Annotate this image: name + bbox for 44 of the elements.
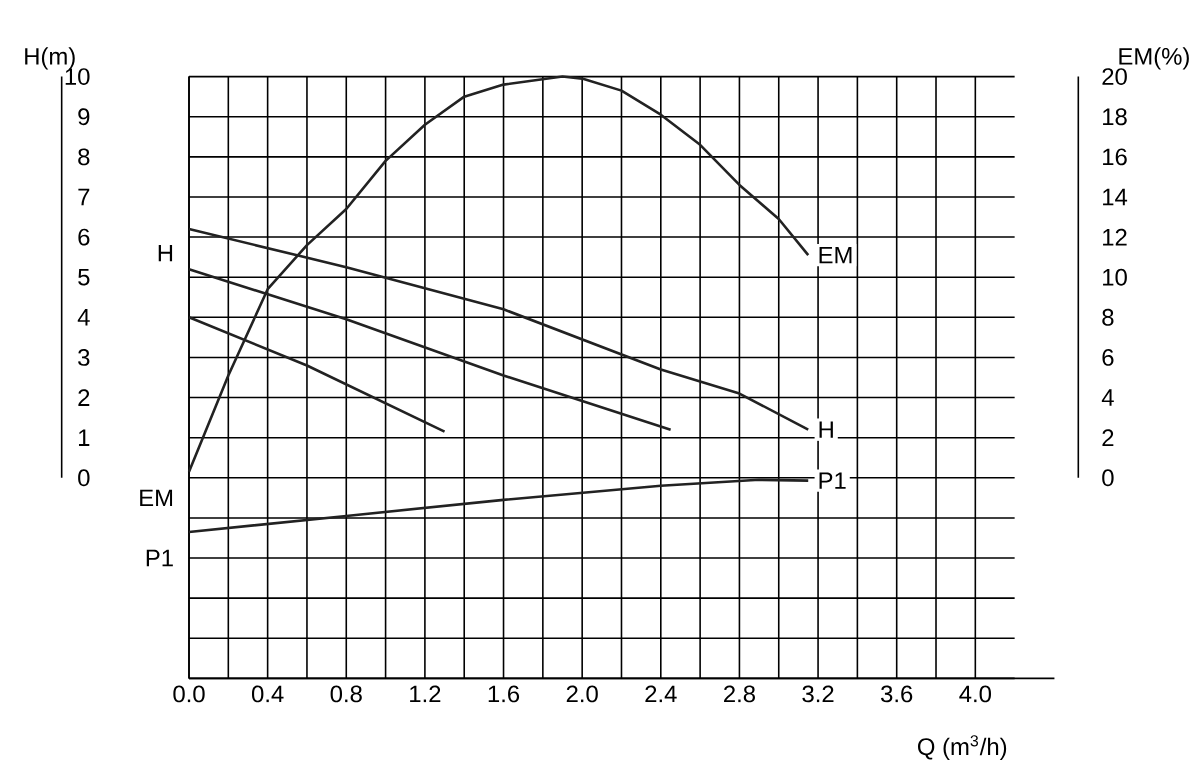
x-tick-label: 2.4 xyxy=(645,685,677,703)
y-tick-label: 8 xyxy=(78,148,90,166)
y-tick-label: 1 xyxy=(78,429,90,446)
y2-tick-label: 20 xyxy=(1102,68,1127,86)
y2-tick-label: 10 xyxy=(1103,268,1127,286)
line-series xyxy=(187,75,810,474)
x-tick-label: 1.6 xyxy=(488,685,520,703)
text: H xyxy=(158,244,173,262)
y2-tick-label: 18 xyxy=(1103,108,1127,126)
x-axis-title: Q (m$^{3}$/h) xyxy=(917,735,1007,760)
x-tick-label: 2.8 xyxy=(724,685,755,703)
y2-tick-label: 16 xyxy=(1103,148,1127,166)
y-tick-label: 3 xyxy=(78,349,90,366)
text: P1 xyxy=(146,549,173,567)
y2-tick-label: 4 xyxy=(1101,389,1114,406)
x-tick-label: 0.4 xyxy=(251,685,284,703)
x-tick-label: 0.0 xyxy=(173,685,205,703)
x-tick-label: 3.6 xyxy=(881,685,913,703)
y-tick-label: 10 xyxy=(65,68,90,86)
series-label: H xyxy=(819,421,833,438)
y2-tick-label: 2 xyxy=(1102,429,1114,447)
y2-tick-label: 6 xyxy=(1102,349,1114,366)
y2-tick-label: 0 xyxy=(1102,469,1114,487)
y-tick-label: 7 xyxy=(78,188,90,206)
x-tick-label: 1.2 xyxy=(410,685,441,703)
y2-tick-label: 14 xyxy=(1103,188,1128,206)
y-tick-label: 5 xyxy=(78,268,90,286)
y-tick-label: 6 xyxy=(78,228,90,246)
text: EM xyxy=(140,489,173,507)
x-tick-label: 2.0 xyxy=(566,685,598,703)
x-tick-label: 0.8 xyxy=(330,685,362,703)
x-tick-label: 4.0 xyxy=(959,685,991,703)
y2-tick-label: 8 xyxy=(1102,308,1114,326)
y2-axis-title: EM(%) xyxy=(1119,47,1189,70)
x-tick-label: 3.2 xyxy=(802,685,834,703)
y-tick-label: 2 xyxy=(78,389,90,406)
y-tick-label: 9 xyxy=(78,108,90,126)
y-tick-label: 0 xyxy=(78,469,90,487)
y-tick-label: 4 xyxy=(77,309,90,326)
line-series xyxy=(187,478,810,534)
series-label: EM xyxy=(819,246,852,264)
series-label: P1 xyxy=(819,472,846,489)
y-axis-title: H(m) xyxy=(25,47,75,70)
y2-tick-label: 12 xyxy=(1103,228,1127,246)
